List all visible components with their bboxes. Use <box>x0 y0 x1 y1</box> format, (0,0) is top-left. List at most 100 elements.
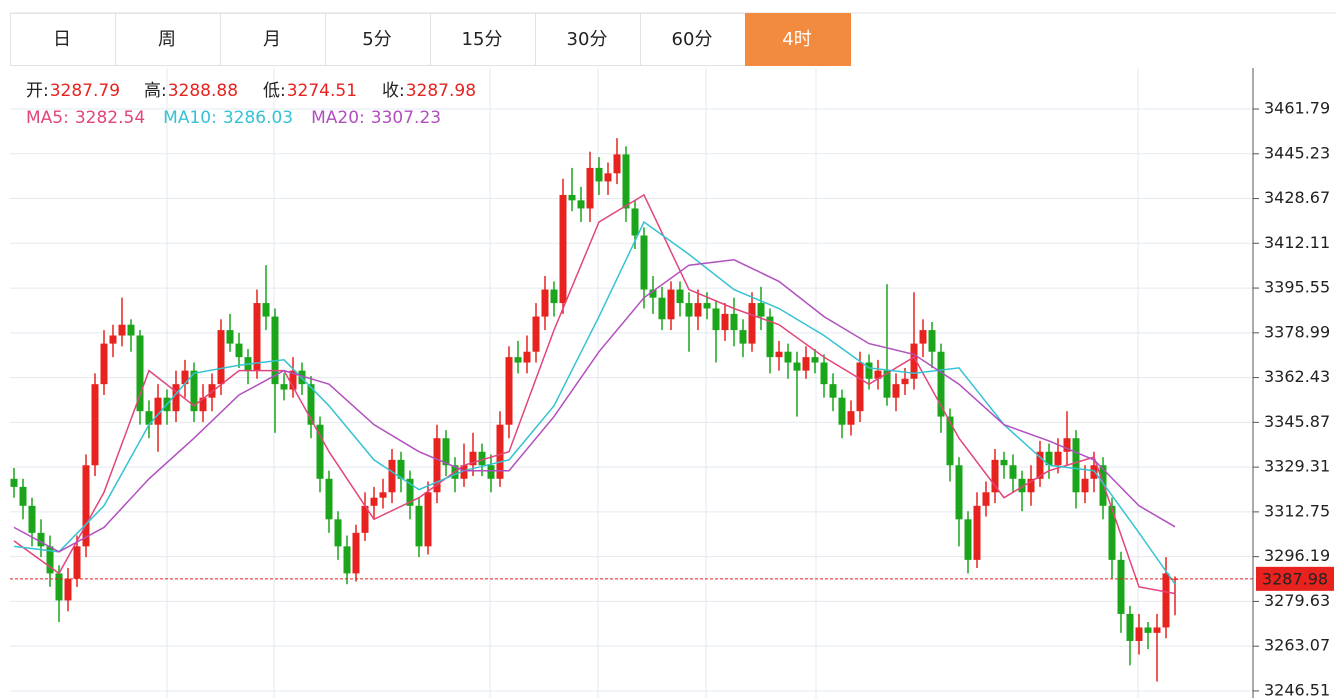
tab-label[interactable]: 60分 <box>672 29 713 50</box>
candle-body <box>55 573 63 601</box>
candle-body <box>802 357 810 371</box>
candle-body <box>1090 465 1098 479</box>
last-price-label: 3287.98 <box>1262 569 1328 588</box>
candle-body <box>649 289 657 298</box>
candle-body <box>559 194 567 304</box>
candle-body <box>820 362 828 385</box>
candle-body <box>64 578 72 601</box>
tab-label[interactable]: 30分 <box>567 29 608 50</box>
candle-body <box>658 297 666 320</box>
candle-body <box>667 289 675 320</box>
candle-body <box>352 532 360 574</box>
candle-body <box>541 289 549 317</box>
legend-value: 3282.54 <box>75 108 145 128</box>
candle-body <box>964 519 972 560</box>
candle-body <box>10 478 18 487</box>
candle-body <box>73 546 81 579</box>
candle-body <box>973 505 981 560</box>
tab[interactable] <box>745 13 851 66</box>
tab[interactable] <box>220 13 326 66</box>
candle-body <box>856 362 864 412</box>
candle-body <box>784 351 792 363</box>
candle-body <box>496 424 504 479</box>
ohlc-value: 3287.98 <box>406 81 476 101</box>
candle-body <box>19 486 27 506</box>
candle-body <box>523 351 531 363</box>
legend-label: MA20: <box>311 108 365 128</box>
tab-bar: 日 周 月 5分 15分 30分 60分 4时 <box>10 12 1336 66</box>
y-tick-label: 3378.99 <box>1264 322 1330 341</box>
candle-body <box>217 330 225 385</box>
y-tick-label: 3329.31 <box>1264 457 1330 476</box>
y-tick-label: 3461.79 <box>1264 99 1330 118</box>
candle-body <box>118 324 126 336</box>
candle-body <box>226 330 234 344</box>
y-tick-label: 3345.87 <box>1264 412 1330 431</box>
candle-body <box>550 289 558 304</box>
y-tick-label: 3412.11 <box>1264 233 1330 252</box>
ohlc-label: 高: <box>144 81 167 101</box>
candle-body <box>604 173 612 182</box>
candle-body <box>982 492 990 506</box>
candle-body <box>1153 627 1161 633</box>
candle-body <box>775 351 783 358</box>
tab-label[interactable]: 周 <box>158 29 176 50</box>
candle-body <box>1126 613 1134 641</box>
tab-label[interactable]: 月 <box>263 29 281 50</box>
tab-label[interactable]: 15分 <box>462 29 503 50</box>
ohlc-label: 开: <box>26 81 49 101</box>
candle-body <box>757 303 765 317</box>
candle-body <box>460 465 468 479</box>
candle-body <box>1027 478 1035 493</box>
legend-value: 3307.23 <box>371 108 441 128</box>
candle-body <box>928 330 936 352</box>
tab[interactable] <box>115 13 221 66</box>
candle-body <box>82 465 90 547</box>
candle-body <box>397 459 405 479</box>
candle-body <box>442 438 450 466</box>
candle-body <box>415 505 423 547</box>
tab-label[interactable]: 5分 <box>362 29 391 50</box>
candle-body <box>946 416 954 466</box>
tab-label[interactable]: 4时 <box>782 29 811 50</box>
time-grid <box>166 68 1139 698</box>
candle-body <box>487 465 495 479</box>
candle-body <box>424 492 432 547</box>
candle-body <box>109 335 117 344</box>
ma-line <box>13 193 1176 595</box>
candle-body <box>739 330 747 344</box>
candle-body <box>811 357 819 363</box>
candle-body <box>991 459 999 493</box>
tab-label[interactable]: 日 <box>53 29 71 50</box>
candle-body <box>586 167 594 209</box>
ma-line <box>13 259 1176 553</box>
legend-label: MA10: <box>163 108 217 128</box>
y-tick-label: 3296.19 <box>1264 546 1330 565</box>
y-tick-label: 3445.23 <box>1264 143 1330 162</box>
candle-body <box>1117 559 1125 614</box>
candle-body <box>577 200 585 209</box>
candle-body <box>748 303 756 344</box>
candle-body <box>910 343 918 379</box>
candle-body <box>847 411 855 425</box>
candle-body <box>937 351 945 417</box>
candle-body <box>406 478 414 506</box>
candle-body <box>280 384 288 390</box>
candle-body <box>829 384 837 398</box>
candle-body <box>1081 478 1089 493</box>
y-tick-label: 3428.67 <box>1264 188 1330 207</box>
candle-body <box>1099 465 1107 506</box>
y-tick-label: 3279.63 <box>1264 591 1330 610</box>
candle-body <box>271 316 279 385</box>
candle-body <box>478 451 486 466</box>
candle-body <box>901 378 909 385</box>
candle-body <box>199 397 207 412</box>
y-tick-label: 3395.55 <box>1264 278 1330 297</box>
candle-body <box>730 313 738 331</box>
candle-body <box>622 154 630 209</box>
candle-body <box>154 397 162 425</box>
candle-body <box>631 208 639 236</box>
candle-body <box>694 303 702 317</box>
tab[interactable] <box>535 13 641 66</box>
ohlc-value: 3287.79 <box>50 81 120 101</box>
